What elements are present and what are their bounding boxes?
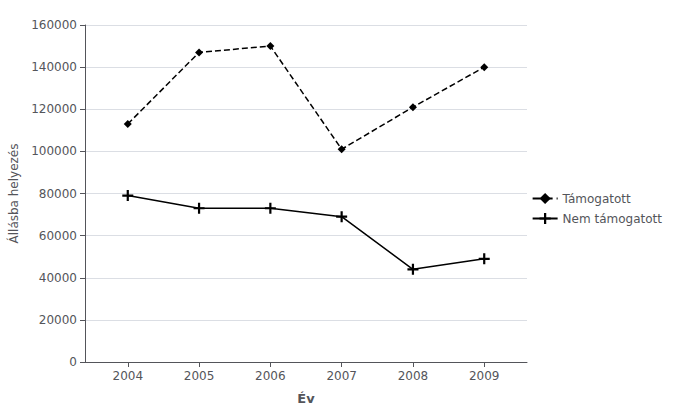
svg-text:Állásba helyezés: Állásba helyezés bbox=[6, 143, 21, 243]
svg-text:80000: 80000 bbox=[39, 187, 77, 201]
svg-text:2006: 2006 bbox=[255, 369, 286, 383]
svg-text:100000: 100000 bbox=[31, 144, 77, 158]
svg-text:160000: 160000 bbox=[31, 18, 77, 32]
svg-text:Nem támogatott: Nem támogatott bbox=[563, 212, 663, 226]
svg-text:2005: 2005 bbox=[184, 369, 215, 383]
svg-text:2004: 2004 bbox=[113, 369, 144, 383]
svg-text:2009: 2009 bbox=[469, 369, 500, 383]
svg-text:Támogatott: Támogatott bbox=[562, 192, 631, 206]
svg-text:0: 0 bbox=[69, 355, 77, 369]
svg-text:2008: 2008 bbox=[398, 369, 429, 383]
svg-text:120000: 120000 bbox=[31, 102, 77, 116]
svg-text:Év: Év bbox=[297, 391, 315, 406]
svg-text:20000: 20000 bbox=[39, 313, 77, 327]
svg-text:140000: 140000 bbox=[31, 60, 77, 74]
svg-text:2007: 2007 bbox=[326, 369, 357, 383]
svg-text:40000: 40000 bbox=[39, 271, 77, 285]
svg-text:60000: 60000 bbox=[39, 229, 77, 243]
